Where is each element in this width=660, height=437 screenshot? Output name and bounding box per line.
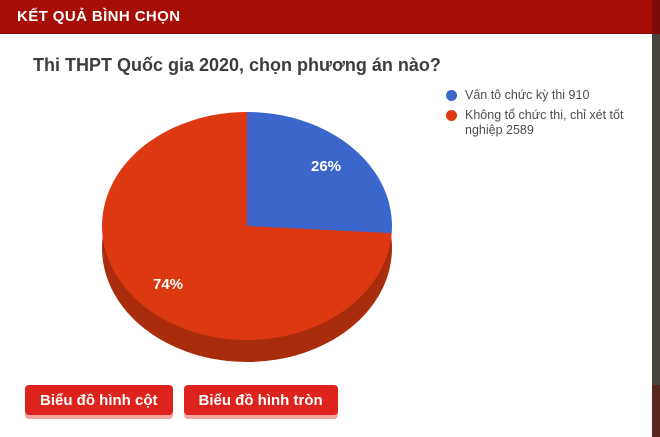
pie-chart-button[interactable]: Biểu đồ hình tròn <box>183 385 338 415</box>
pie-chart: 26% 74% <box>101 112 392 362</box>
legend-color-dot-icon <box>446 110 457 121</box>
pie-slice-0[interactable] <box>247 112 392 234</box>
pie-slice-percent-label: 26% <box>311 158 341 175</box>
poll-question: Thi THPT Quốc gia 2020, chọn phương án n… <box>33 55 441 75</box>
legend-color-dot-icon <box>446 90 457 101</box>
page-header: KẾT QUẢ BÌNH CHỌN <box>0 0 660 34</box>
legend-item-label: Vân tô chức kỳ thi 910 <box>465 88 590 102</box>
legend-item: Không tổ chức thi, chỉ xét tốt nghiệp 25… <box>446 108 646 138</box>
chart-legend: Vân tô chức kỳ thi 910 Không tổ chức thi,… <box>446 88 646 138</box>
pie-slice-1[interactable] <box>101 112 392 340</box>
legend-item-label: Không tổ chức thi, chỉ xét tốt nghiệp 25… <box>465 108 624 137</box>
page-edge-strip <box>652 0 660 437</box>
page-header-title: KẾT QUẢ BÌNH CHỌN <box>17 8 181 25</box>
bar-chart-button[interactable]: Biểu đồ hình cột <box>25 385 173 415</box>
chart-type-buttons: Biểu đồ hình cột Biểu đồ hình tròn <box>25 385 338 415</box>
pie-slice-percent-label: 74% <box>153 276 183 293</box>
legend-item: Vân tô chức kỳ thi 910 <box>446 88 646 103</box>
